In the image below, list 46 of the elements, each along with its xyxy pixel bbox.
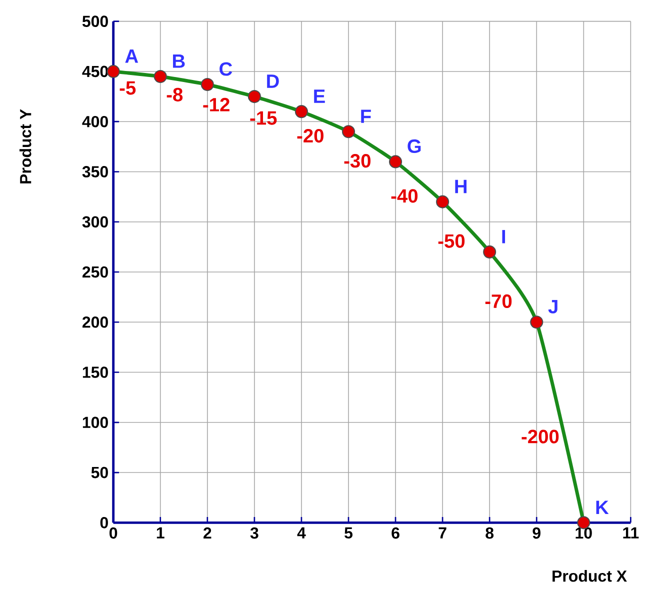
y-tick-label: 50 xyxy=(91,466,108,478)
x-tick-label: 11 xyxy=(623,527,639,538)
annotation: -200 xyxy=(522,430,559,444)
annotation: C xyxy=(220,62,232,76)
x-tick-label: 9 xyxy=(532,527,540,539)
x-tick-label: 1 xyxy=(156,527,164,538)
annotation: -50 xyxy=(438,234,465,248)
y-tick-label: 250 xyxy=(82,266,108,278)
y-tick-label: 300 xyxy=(82,216,108,228)
x-tick-label: 7 xyxy=(438,527,446,538)
annotation: D xyxy=(267,74,279,88)
annotation: B xyxy=(173,54,185,68)
y-tick-label: 500 xyxy=(82,16,108,27)
y-tick-label: 200 xyxy=(82,316,108,328)
x-axis-title: Product X xyxy=(552,570,627,582)
annotation: -8 xyxy=(166,88,183,102)
annotation: I xyxy=(502,230,506,244)
annotation: -12 xyxy=(203,98,230,112)
annotation: G xyxy=(408,139,421,153)
y-tick-label: 0 xyxy=(100,517,108,528)
y-tick-label: 150 xyxy=(82,366,108,378)
x-tick-label: 2 xyxy=(204,527,212,539)
annotation: -30 xyxy=(344,154,371,168)
y-tick-label: 350 xyxy=(82,166,108,178)
y-axis-title: Product Y xyxy=(20,109,32,184)
y-tick-label: 450 xyxy=(82,66,108,78)
annotation: K xyxy=(596,500,609,514)
annotation: E xyxy=(314,90,325,103)
annotation: F xyxy=(361,110,371,123)
annotation: -15 xyxy=(250,111,277,125)
annotation: A xyxy=(125,50,138,63)
annotation: H xyxy=(455,180,466,194)
annotation: -70 xyxy=(485,294,512,308)
x-tick-label: 0 xyxy=(110,527,118,539)
x-tick-label: 4 xyxy=(297,527,306,538)
annotation: -20 xyxy=(297,128,324,143)
x-tick-label: 3 xyxy=(250,527,258,539)
x-tick-label: 5 xyxy=(344,527,352,539)
y-tick-label: 100 xyxy=(82,416,108,428)
annotation: J xyxy=(548,300,558,314)
x-tick-label: 10 xyxy=(576,527,592,539)
annotation: -40 xyxy=(391,189,418,203)
annotation: -5 xyxy=(120,81,136,95)
x-tick-label: 6 xyxy=(392,527,400,539)
y-tick-label: 400 xyxy=(82,116,108,128)
x-tick-label: 8 xyxy=(486,527,494,539)
